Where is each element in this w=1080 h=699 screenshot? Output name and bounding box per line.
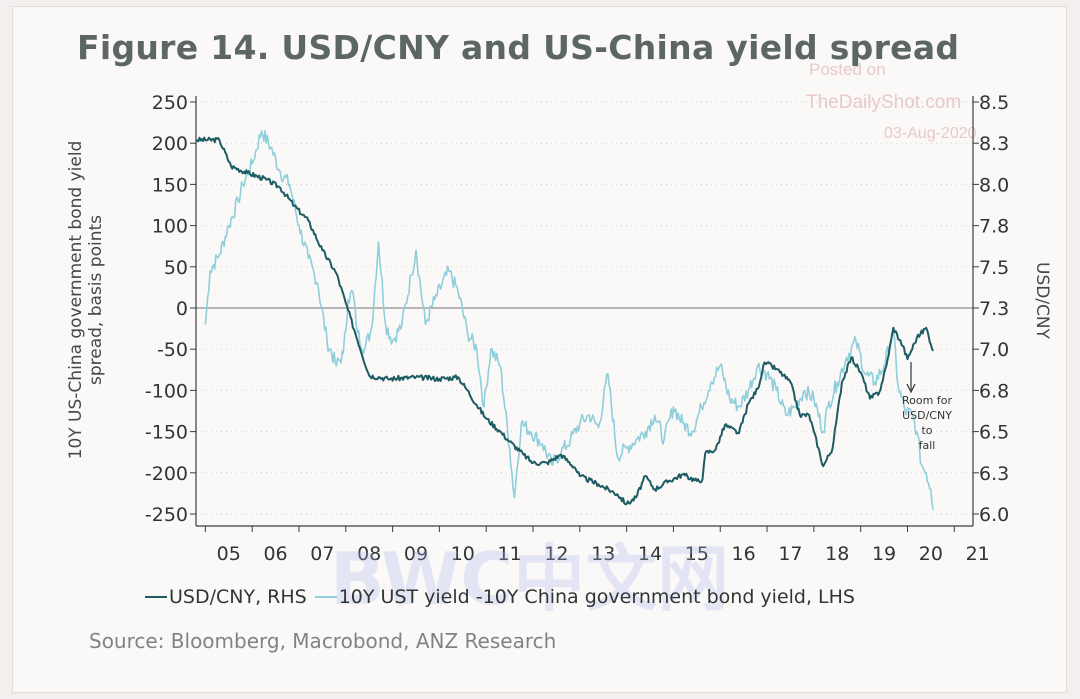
annotation-text: to (921, 424, 932, 437)
y-left-tick-label: -150 (145, 422, 188, 444)
watermark-date: 03-Aug-2020 (884, 125, 977, 142)
source-note: Source: Bloomberg, Macrobond, ANZ Resear… (89, 629, 557, 653)
x-tick-label: 16 (732, 543, 756, 565)
x-tick-label: 20 (919, 543, 943, 565)
annotation: Room for USD/CNY to fall (902, 362, 952, 452)
y-left-tick-label: 150 (152, 174, 188, 196)
y-left-tick-label: -200 (145, 463, 188, 485)
y-left-tick-label: 200 (152, 133, 188, 155)
y-right-tick-label: 6.8 (979, 380, 1009, 402)
y-left-tick-label: -50 (157, 339, 188, 361)
y-left-tick-label: 250 (152, 92, 188, 114)
y-right-tick-label: 7.0 (979, 339, 1009, 361)
series-lines (195, 129, 935, 511)
x-tick-label: 21 (966, 543, 990, 565)
y-right-tick-label: 7.8 (979, 216, 1009, 238)
legend-swatch-usdcny (145, 596, 167, 598)
y-left-tick-label: 0 (176, 298, 188, 320)
x-tick-label: 07 (310, 543, 334, 565)
y-left-tick-label: -100 (145, 380, 188, 402)
y-right-tick-label: 7.5 (979, 257, 1009, 279)
x-tick-label: 18 (825, 543, 849, 565)
x-tick-label: 19 (872, 543, 896, 565)
x-tick-label: 06 (263, 543, 287, 565)
y-right-tick-label: 8.3 (979, 133, 1009, 155)
legend: USD/CNY, RHS 10Y UST yield -10Y China go… (145, 586, 855, 608)
y-right-tick-label: 6.0 (979, 504, 1009, 526)
x-tick-label: 15 (685, 543, 709, 565)
x-tick-label: 12 (544, 543, 568, 565)
y-right-tick-label: 8.5 (979, 92, 1009, 114)
legend-swatch-spread (314, 596, 337, 598)
y-right-tick-label: 7.3 (979, 298, 1009, 320)
tick-labels: 250 200 150 100 50 0 -50 -100 -150 -200 -250 8.5 8.3… (145, 92, 1009, 565)
y-left-tick-label: 100 (152, 216, 188, 238)
x-tick-label: 08 (357, 543, 381, 565)
x-tick-label: 09 (404, 543, 428, 565)
y-right-tick-label: 6.5 (979, 422, 1009, 444)
bwc-watermark: BWC中文网 (330, 537, 730, 621)
y-left-tick-label: 50 (164, 257, 188, 279)
x-tick-label: 10 (451, 543, 475, 565)
annotation-text: Room for (902, 394, 952, 407)
x-tick-label: 14 (638, 543, 662, 565)
watermark-site: TheDailyShot.com (806, 92, 962, 113)
y-left-tick-label: -250 (145, 504, 188, 526)
x-tick-label: 17 (778, 543, 802, 565)
legend-label-spread: 10Y UST yield -10Y China government bond… (338, 586, 855, 608)
series-spread-line (204, 129, 934, 511)
annotation-arrow-head (906, 383, 916, 394)
y-right-tick-label: 8.0 (979, 174, 1009, 196)
x-tick-label: 11 (498, 543, 522, 565)
watermark-posted-on: Posted on (809, 60, 886, 79)
y-right-tick-label: 6.3 (979, 463, 1009, 485)
axes (190, 96, 979, 532)
x-tick-label: 13 (591, 543, 615, 565)
chart-title: Figure 14. USD/CNY and US-China yield sp… (77, 28, 960, 67)
annotation-text: fall (919, 439, 936, 452)
annotation-text: USD/CNY (902, 409, 952, 422)
x-tick-label: 05 (217, 543, 241, 565)
legend-label-usdcny: USD/CNY, RHS (169, 586, 307, 608)
series-usdcny-line (195, 136, 935, 506)
